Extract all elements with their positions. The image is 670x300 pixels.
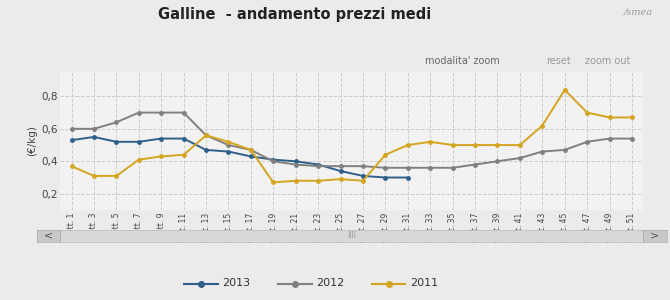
2011: [202, 134, 210, 137]
2011: [381, 153, 389, 157]
2012: [606, 137, 614, 140]
2013: [336, 169, 344, 173]
2011: [113, 174, 121, 178]
2013: [269, 158, 277, 161]
Line: 2011: 2011: [69, 87, 634, 185]
2012: [561, 148, 569, 152]
2012: [269, 160, 277, 163]
2012: [291, 163, 299, 166]
2013: [359, 174, 367, 178]
2012: [336, 164, 344, 168]
2013: [90, 135, 98, 139]
2012: [471, 163, 479, 166]
2011: [583, 111, 591, 114]
2011: [336, 177, 344, 181]
Text: reset: reset: [546, 56, 571, 65]
2013: [381, 176, 389, 179]
2013: [68, 138, 76, 142]
2013: [202, 148, 210, 152]
2011: [538, 124, 546, 128]
2011: [135, 158, 143, 161]
2011: [493, 143, 501, 147]
2012: [359, 164, 367, 168]
2012: [157, 111, 165, 114]
2012: [113, 121, 121, 124]
Line: 2012: 2012: [69, 110, 634, 170]
2012: [404, 166, 412, 169]
2012: [247, 148, 255, 152]
2013: [224, 150, 232, 153]
2013: [157, 137, 165, 140]
2012: [202, 134, 210, 137]
2012: [426, 166, 434, 169]
2012: [449, 166, 457, 169]
Y-axis label: (€/kg): (€/kg): [27, 126, 37, 156]
2012: [583, 140, 591, 144]
Line: 2013: 2013: [69, 134, 410, 180]
2011: [606, 116, 614, 119]
2011: [471, 143, 479, 147]
2013: [247, 154, 255, 158]
2012: [180, 111, 188, 114]
2013: [180, 137, 188, 140]
Text: <: <: [44, 231, 53, 241]
2013: [113, 140, 121, 144]
2012: [90, 127, 98, 130]
2013: [135, 140, 143, 144]
2011: [314, 179, 322, 183]
2011: [628, 116, 636, 119]
2011: [359, 179, 367, 183]
2012: [68, 127, 76, 130]
Text: >: >: [651, 231, 659, 241]
2012: [135, 111, 143, 114]
2011: [291, 179, 299, 183]
2013: [314, 163, 322, 166]
2013: [291, 160, 299, 163]
Text: Galline  - andamento prezzi medi: Galline - andamento prezzi medi: [158, 8, 431, 22]
2013: [404, 176, 412, 179]
2012: [516, 156, 524, 160]
2011: [426, 140, 434, 144]
2011: [269, 181, 277, 184]
Text: IIII: IIII: [347, 231, 356, 240]
2011: [561, 88, 569, 92]
Text: modalita' zoom: modalita' zoom: [425, 56, 500, 65]
2011: [224, 140, 232, 144]
2012: [381, 166, 389, 169]
2012: [493, 160, 501, 163]
Text: 2013: 2013: [222, 278, 251, 289]
Text: 2011: 2011: [410, 278, 438, 289]
2011: [157, 154, 165, 158]
Text: 2012: 2012: [316, 278, 344, 289]
2012: [314, 164, 322, 168]
Text: zoom out: zoom out: [585, 56, 630, 65]
2012: [538, 150, 546, 153]
2012: [224, 143, 232, 147]
2011: [180, 153, 188, 157]
2011: [449, 143, 457, 147]
2011: [404, 143, 412, 147]
2012: [628, 137, 636, 140]
2011: [68, 164, 76, 168]
2011: [247, 148, 255, 152]
2011: [90, 174, 98, 178]
Text: /smea: /smea: [624, 8, 653, 16]
2011: [516, 143, 524, 147]
